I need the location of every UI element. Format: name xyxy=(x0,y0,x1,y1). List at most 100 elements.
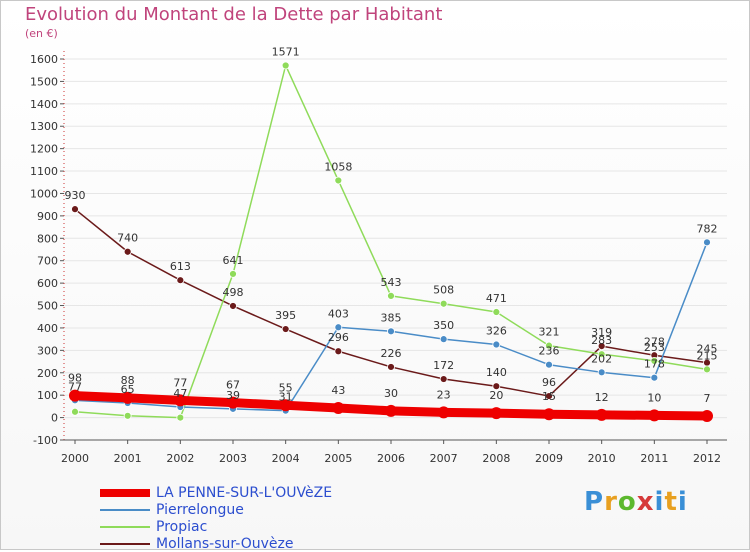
series-2-point-2009 xyxy=(545,341,553,350)
legend-swatch-3 xyxy=(100,542,150,545)
series-1-label-2007: 350 xyxy=(433,319,454,332)
xtick-label-2007: 2007 xyxy=(430,452,458,465)
chart-area: -100 0 100 200 300 400 500 600 700 800 900 1000 1100… xyxy=(30,45,727,465)
series-2-label-2008: 471 xyxy=(486,292,507,305)
ytick-label-1200: 1200 xyxy=(30,143,58,156)
xtick-label-2006: 2006 xyxy=(377,452,405,465)
proxiti-logo: Proxiti xyxy=(584,487,688,517)
xtick-label-2001: 2001 xyxy=(114,452,142,465)
ytick-label-100: 100 xyxy=(37,389,58,402)
series-3-point-2002 xyxy=(176,276,185,285)
legend-label-2: Propiac xyxy=(156,518,208,535)
series-1-point-2007 xyxy=(439,335,448,344)
ytick-label-1100: 1100 xyxy=(30,165,58,178)
series-2-point-2004 xyxy=(281,61,290,70)
series-1-point-2008 xyxy=(492,340,501,349)
series-0-label-2006: 30 xyxy=(384,387,398,400)
series-0-label-2001: 88 xyxy=(121,374,135,387)
ytick-label-200: 200 xyxy=(37,367,58,380)
legend-item-series-0[interactable]: LA PENNE-SUR-L'OUVèZE xyxy=(100,484,332,501)
series-0-label-2005: 43 xyxy=(331,384,345,397)
series-1-label-2005: 403 xyxy=(328,307,349,320)
xtick-label-2010: 2010 xyxy=(588,452,616,465)
series-3-point-2001 xyxy=(123,247,132,256)
series-1-point-2009 xyxy=(545,360,553,369)
xtick-label-2005: 2005 xyxy=(324,452,352,465)
series-2-point-2005 xyxy=(334,176,343,185)
series-1-label-2002: 47 xyxy=(173,387,187,400)
series-3-point-2006 xyxy=(387,363,395,371)
series-2-point-2012 xyxy=(703,365,711,374)
ytick-label-600: 600 xyxy=(37,277,58,290)
series-1-point-2006 xyxy=(387,327,395,336)
legend-item-series-1[interactable]: Pierrelongue xyxy=(100,501,332,518)
series-0-label-2009: 15 xyxy=(542,390,556,403)
series-0-point-2006 xyxy=(385,404,397,417)
legend-item-series-3[interactable]: Mollans-sur-Ouvèze xyxy=(100,535,332,552)
series-3-point-2005 xyxy=(334,347,343,356)
ytick-label-900: 900 xyxy=(37,210,58,223)
series-3-point-2000 xyxy=(71,205,79,214)
series-3-point-2003 xyxy=(229,302,237,310)
series-3-point-2007 xyxy=(439,375,448,383)
series-3-label-2005: 296 xyxy=(328,331,349,344)
series-1-label-2008: 326 xyxy=(486,325,507,338)
series-2-point-2008 xyxy=(492,308,501,316)
series-0-label-2010: 12 xyxy=(595,391,609,404)
series-1-label-2004: 31 xyxy=(279,391,293,404)
ytick-label-1000: 1000 xyxy=(30,187,58,200)
ytick-label-1400: 1400 xyxy=(30,98,58,111)
series-3-label-2004: 395 xyxy=(275,309,296,322)
series-0-point-2011 xyxy=(648,409,661,422)
series-2-label-2004: 1571 xyxy=(272,45,300,58)
legend-item-series-2[interactable]: Propiac xyxy=(100,518,332,535)
xtick-label-2008: 2008 xyxy=(482,452,510,465)
series-0-label-2008: 20 xyxy=(489,389,503,402)
series-3-label-2011: 278 xyxy=(644,335,665,348)
series-3-label-2000: 930 xyxy=(65,189,86,202)
series-1-label-2003: 39 xyxy=(226,389,240,402)
legend-label-0: LA PENNE-SUR-L'OUVèZE xyxy=(156,484,333,501)
series-3-label-2012: 245 xyxy=(697,343,718,356)
series-1-label-2011: 178 xyxy=(644,358,665,371)
series-3-label-2007: 172 xyxy=(433,359,454,372)
series-2-point-2006 xyxy=(387,291,395,300)
xtick-label-2003: 2003 xyxy=(219,452,247,465)
series-1-point-2005 xyxy=(334,323,343,332)
series-0-point-2000 xyxy=(69,389,81,402)
ytick-label--100: -100 xyxy=(33,434,58,447)
series-2-label-2010: 283 xyxy=(591,334,612,347)
series-1-label-2000: 77 xyxy=(68,380,82,393)
series-1-point-2012 xyxy=(703,238,711,247)
legend-label-1: Pierrelongue xyxy=(156,501,244,518)
series-2-label-2009: 321 xyxy=(539,326,560,339)
series-3-label-2010: 319 xyxy=(591,326,612,339)
series-0-point-2004 xyxy=(279,399,292,412)
series-0-point-2008 xyxy=(490,407,503,420)
series-0-label-2011: 10 xyxy=(647,391,661,404)
ytick-label-300: 300 xyxy=(37,344,58,357)
series-0-point-2005 xyxy=(332,401,345,414)
series-0-label-2007: 23 xyxy=(437,388,451,401)
series-2-label-2003: 641 xyxy=(223,254,244,267)
series-0-point-2009 xyxy=(543,408,555,421)
series-0-point-2007 xyxy=(437,406,450,419)
series-2-label-2007: 508 xyxy=(433,284,454,297)
series-2-point-2007 xyxy=(439,299,448,308)
chart-title: Evolution du Montant de la Dette par Hab… xyxy=(25,4,443,25)
series-2-point-2002 xyxy=(176,413,185,422)
ytick-label-1300: 1300 xyxy=(30,120,58,133)
ytick-label-0: 0 xyxy=(51,412,58,425)
series-2-label-2005: 1058 xyxy=(324,160,352,173)
series-0-label-2003: 67 xyxy=(226,379,240,392)
series-2-point-2003 xyxy=(229,270,237,278)
xtick-label-2009: 2009 xyxy=(535,452,563,465)
series-3-point-2010 xyxy=(597,342,606,350)
xtick-label-2002: 2002 xyxy=(166,452,194,465)
series-1-point-2010 xyxy=(597,368,606,377)
series-0-label-2002: 77 xyxy=(173,376,187,389)
unit-label: (en €) xyxy=(25,27,58,40)
legend-swatch-0 xyxy=(100,488,150,497)
series-3-point-2008 xyxy=(492,382,501,391)
